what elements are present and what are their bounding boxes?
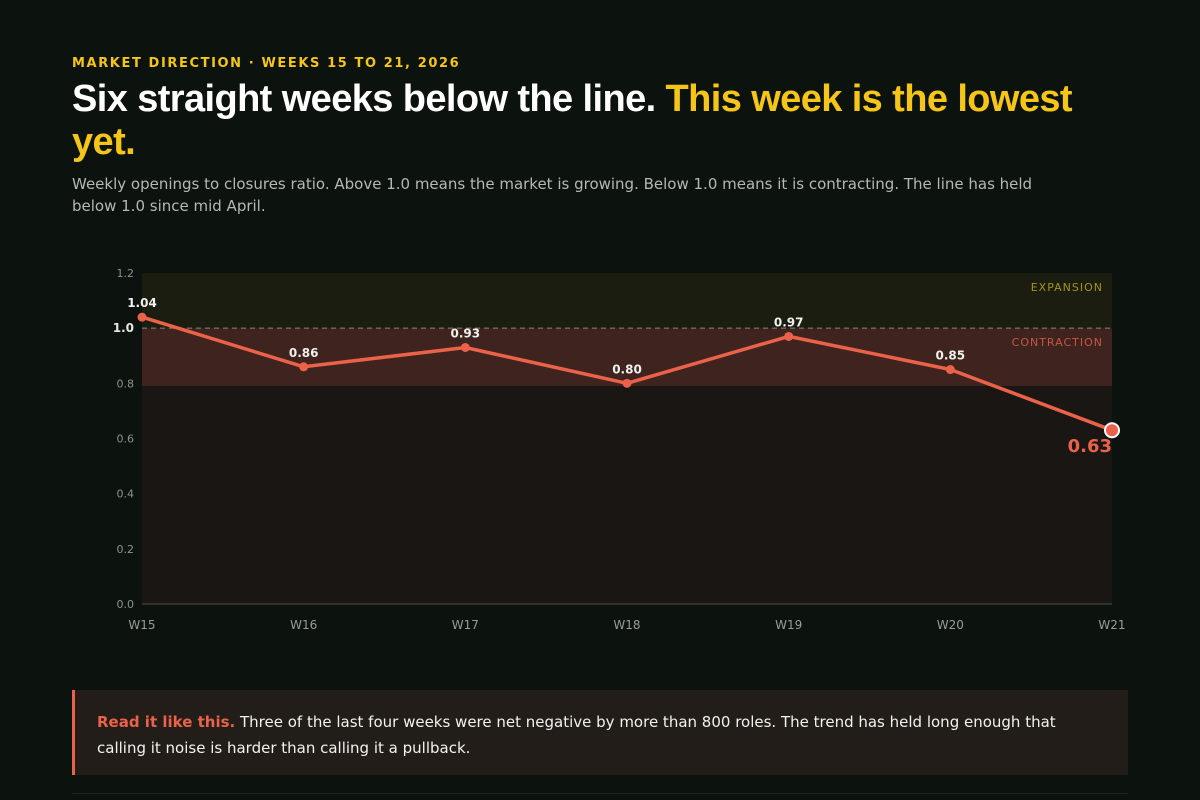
contraction-band [142, 328, 1112, 387]
x-axis: W15 W16 W17 W18 W19 W20 W21 [128, 618, 1125, 632]
data-point [622, 378, 632, 388]
data-label: 0.80 [612, 362, 642, 376]
expansion-band [142, 273, 1112, 329]
zone-label-expansion: EXPANSION [1031, 281, 1103, 294]
data-point [299, 362, 309, 372]
zone-label-contraction: CONTRACTION [1012, 336, 1103, 349]
data-label-highlight: 0.63 [1068, 436, 1112, 457]
data-label: 0.97 [774, 315, 804, 329]
x-tick-label: W19 [775, 618, 802, 632]
data-point [945, 365, 955, 375]
data-label: 0.85 [936, 349, 966, 363]
y-tick-label: 1.0 [113, 321, 134, 335]
data-labels: 1.04 0.86 0.93 0.80 0.97 0.85 0.63 [127, 296, 1112, 457]
x-tick-label: W18 [613, 618, 640, 632]
y-axis: 0.0 0.2 0.4 0.6 0.8 1.0 1.2 [113, 267, 134, 611]
data-point [784, 331, 794, 341]
ratio-line-chart: EXPANSION CONTRACTION 0.00.20.40.60.81.0… [113, 267, 1126, 632]
callout-box: Read it like this. Three of the last fou… [72, 690, 1128, 775]
lower-band [142, 386, 1112, 604]
data-label: 1.04 [127, 296, 157, 310]
y-tick-label: 0.4 [117, 488, 135, 501]
headline: Six straight weeks below the line. This … [72, 78, 1132, 164]
y-tick-label: 0.8 [117, 377, 135, 390]
data-point [137, 312, 147, 322]
data-label: 0.86 [289, 346, 319, 360]
y-tick-label: 0.6 [117, 433, 135, 446]
headline-main: Six straight weeks below the line. [72, 78, 656, 120]
x-tick-label: W15 [128, 618, 155, 632]
headline-accent: This week is the lowest yet. [72, 78, 1073, 163]
x-tick-label: W21 [1098, 618, 1125, 632]
bottom-divider [72, 793, 1128, 794]
y-tick-label: 0.0 [117, 598, 135, 611]
x-tick-label: W20 [937, 618, 964, 632]
callout-lead: Read it like this. [97, 713, 236, 731]
y-tick-label: 0.2 [117, 543, 135, 556]
data-points [137, 312, 1120, 439]
data-point [460, 342, 470, 352]
x-tick-label: W16 [290, 618, 317, 632]
eyebrow: MARKET DIRECTION · WEEKS 15 TO 21, 2026 [72, 56, 461, 71]
data-point-highlight [1104, 422, 1120, 439]
y-tick-label: 1.2 [117, 267, 135, 280]
subtitle: Weekly openings to closures ratio. Above… [72, 175, 1033, 215]
callout-text: Three of the last four weeks were net ne… [97, 713, 1056, 757]
x-tick-label: W17 [452, 618, 479, 632]
data-label: 0.93 [451, 326, 481, 340]
